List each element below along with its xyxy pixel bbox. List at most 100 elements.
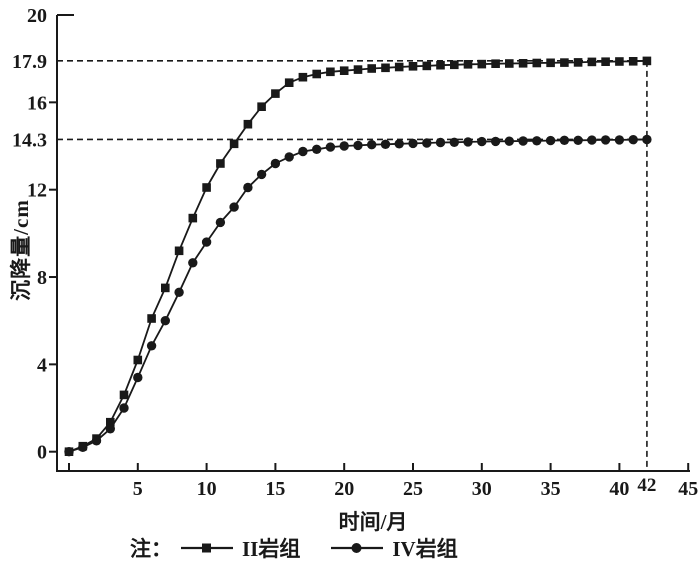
circle-marker <box>256 169 267 180</box>
square-marker <box>477 59 487 69</box>
square-marker <box>436 60 445 70</box>
y-tick-label-8: 8 <box>37 267 47 289</box>
square-marker <box>106 417 115 427</box>
square-marker <box>284 78 294 87</box>
circle-marker <box>243 182 253 193</box>
circle-marker <box>229 202 239 212</box>
x-tick-label-35: 35 <box>541 478 561 500</box>
y-axis-title: 沉降量/cm <box>9 199 33 301</box>
y-special-label-14.3: 14.3 <box>12 129 47 151</box>
y-tick-label-20: 20 <box>27 5 47 27</box>
circle-marker <box>545 135 556 146</box>
square-marker <box>133 355 143 365</box>
y-special-label-17.9: 17.9 <box>12 51 47 73</box>
square-marker <box>257 102 266 111</box>
circle-marker <box>353 140 363 151</box>
square-marker <box>326 67 335 77</box>
square-marker <box>532 58 542 68</box>
x-extra-label-42: 42 <box>637 475 656 496</box>
circle-marker <box>518 136 528 146</box>
square-marker <box>615 57 624 66</box>
y-tick-label-16: 16 <box>27 92 47 114</box>
circle-marker <box>408 138 418 149</box>
circle-marker <box>559 135 570 145</box>
circle-marker <box>449 137 459 147</box>
series-markers-ii <box>64 56 652 456</box>
circle-marker <box>477 136 487 147</box>
x-axis-title: 时间/月 <box>338 510 408 534</box>
circle-marker <box>133 372 143 383</box>
circle-marker <box>339 141 349 151</box>
square-marker <box>422 61 432 71</box>
square-marker <box>202 183 211 192</box>
series-iv-marker-icon <box>331 543 384 553</box>
circle-marker <box>146 341 157 351</box>
circle-marker <box>64 447 74 457</box>
circle-marker <box>201 237 212 247</box>
circle-marker <box>119 403 129 413</box>
square-marker <box>161 283 170 293</box>
circle-marker <box>587 135 597 145</box>
circle-marker <box>394 139 404 149</box>
circle-marker <box>298 146 308 157</box>
circle-marker <box>188 258 198 268</box>
circle-marker <box>573 135 583 145</box>
x-tick-label-45: 45 <box>678 478 698 500</box>
circle-marker <box>215 217 226 228</box>
x-tick-label-10: 10 <box>197 478 217 500</box>
square-marker <box>505 59 514 68</box>
square-marker <box>450 60 459 70</box>
circle-marker <box>312 144 322 154</box>
circle-marker <box>614 135 625 145</box>
series-line-ii <box>68 60 647 453</box>
legend-series-iv-label: IV岩组 <box>392 537 458 561</box>
x-tick-label-20: 20 <box>334 478 354 500</box>
circle-marker <box>628 135 638 145</box>
legend: 注： II岩组 IV岩组 <box>130 534 458 562</box>
x-tick-label-30: 30 <box>472 478 492 500</box>
square-marker <box>601 57 610 66</box>
square-marker <box>312 69 321 79</box>
square-marker <box>463 60 473 69</box>
circle-marker <box>91 436 102 446</box>
square-marker <box>367 64 376 73</box>
square-marker <box>174 246 184 256</box>
square-marker <box>188 213 198 223</box>
square-marker <box>408 62 418 71</box>
circle-marker <box>380 139 391 149</box>
circle-marker <box>504 136 514 146</box>
square-marker <box>491 59 500 68</box>
square-marker <box>518 59 528 68</box>
circle-marker <box>174 287 184 297</box>
legend-note-label: 注： <box>130 537 172 561</box>
square-marker <box>628 57 638 66</box>
square-marker <box>339 66 349 75</box>
x-tick-label-5: 5 <box>133 478 143 500</box>
square-marker <box>573 58 583 67</box>
square-marker <box>243 119 253 129</box>
square-marker <box>587 57 597 67</box>
circle-marker <box>463 137 473 147</box>
circle-marker <box>284 152 294 162</box>
circle-marker <box>160 316 170 326</box>
legend-series-ii-label: II岩组 <box>242 537 301 561</box>
series-ii-marker-icon <box>181 543 233 553</box>
square-marker <box>147 314 156 323</box>
square-marker <box>229 139 239 149</box>
circle-marker <box>105 424 116 434</box>
circle-marker <box>422 138 432 148</box>
circle-marker <box>325 142 336 152</box>
series-markers-iv <box>64 134 652 457</box>
circle-marker <box>435 137 446 148</box>
y-tick-label-12: 12 <box>27 180 47 202</box>
series-line-iv <box>68 138 647 453</box>
circle-marker <box>367 140 377 150</box>
circle-marker <box>600 135 611 145</box>
square-marker <box>381 63 390 73</box>
square-marker <box>546 58 555 68</box>
square-marker <box>216 159 225 168</box>
x-tick-label-25: 25 <box>403 478 423 500</box>
square-marker <box>119 390 129 400</box>
